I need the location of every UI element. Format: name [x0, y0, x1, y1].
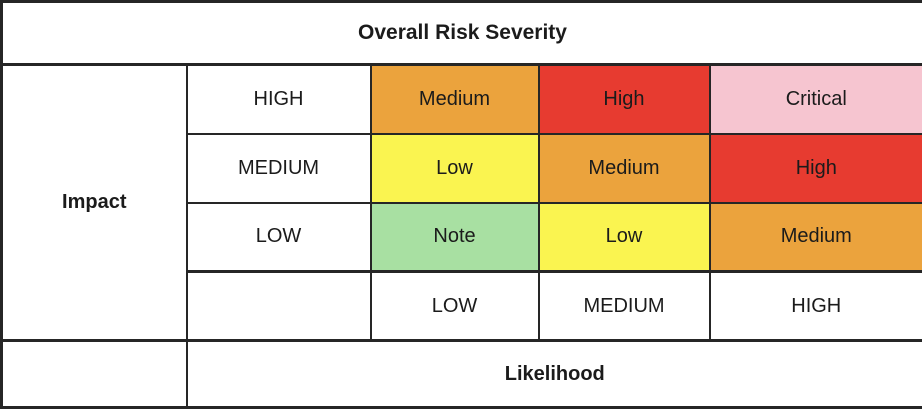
impact-level-medium: MEDIUM: [187, 134, 371, 203]
risk-cell-low-low: Note: [371, 203, 539, 272]
risk-cell-high-medium: High: [539, 65, 710, 134]
risk-cell-medium-medium: Medium: [539, 134, 710, 203]
risk-cell-medium-low: Low: [371, 134, 539, 203]
risk-cell-high-high: Critical: [710, 65, 922, 134]
impact-level-low: LOW: [187, 203, 371, 272]
likelihood-axis-label: Likelihood: [187, 341, 922, 408]
likelihood-footer-row: Likelihood: [2, 341, 922, 408]
empty-corner-cell: [187, 272, 371, 341]
likelihood-level-high: HIGH: [710, 272, 922, 341]
likelihood-level-low: LOW: [371, 272, 539, 341]
impact-level-high: HIGH: [187, 65, 371, 134]
risk-cell-low-medium: Low: [539, 203, 710, 272]
risk-cell-high-low: Medium: [371, 65, 539, 134]
matrix-row-high-impact: Impact HIGH Medium High Critical: [2, 65, 922, 134]
risk-cell-low-high: Medium: [710, 203, 922, 272]
title-row: Overall Risk Severity: [2, 2, 922, 65]
risk-cell-medium-high: High: [710, 134, 922, 203]
impact-axis-label: Impact: [2, 65, 187, 341]
table-title: Overall Risk Severity: [2, 2, 922, 65]
empty-footer-cell: [2, 341, 187, 408]
likelihood-level-medium: MEDIUM: [539, 272, 710, 341]
